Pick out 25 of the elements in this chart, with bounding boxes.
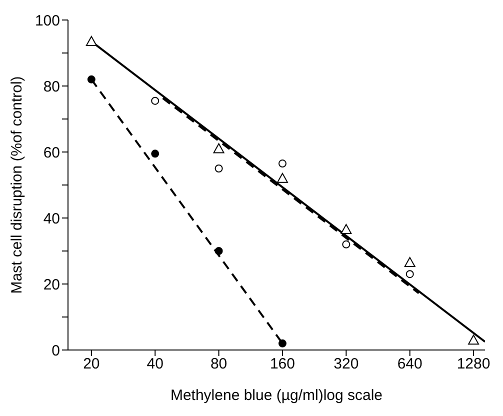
point (342, 240, 350, 248)
point (276, 172, 288, 183)
point (278, 160, 286, 168)
point (406, 270, 414, 278)
x-tick-label: 160 (270, 356, 295, 373)
y-axis-title: Mast cell disruption (%of control) (8, 76, 26, 294)
y-tick-label: 100 (34, 12, 60, 30)
point (340, 224, 352, 234)
point (468, 334, 480, 345)
y-tick-label: 20 (43, 276, 60, 294)
x-tick-label: 40 (146, 356, 164, 373)
x-tick-label: 80 (210, 356, 228, 373)
x-tick-label: 640 (397, 356, 422, 373)
x-tick-label: 320 (334, 356, 359, 373)
point (404, 257, 416, 268)
point (213, 143, 224, 154)
point (151, 96, 160, 105)
y-tick-label: 0 (52, 342, 60, 360)
y-tick-label: 60 (43, 144, 60, 162)
y-tick-label: 80 (43, 78, 60, 96)
x-tick-label: 1280 (456, 356, 490, 373)
x-tick-label: 20 (83, 356, 100, 373)
y-tick-label: 40 (43, 210, 60, 228)
point (214, 164, 223, 172)
x-axis-title: Methylene blue (µg/ml)log scale (170, 387, 383, 404)
